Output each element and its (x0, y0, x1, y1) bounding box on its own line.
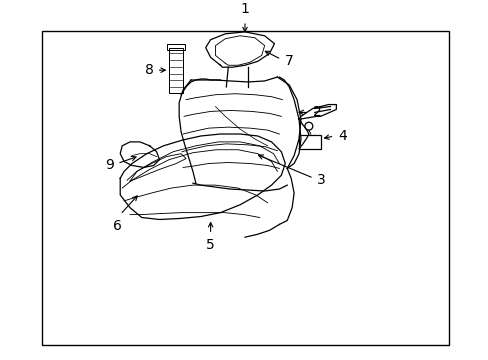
Text: 6: 6 (113, 219, 122, 233)
Text: 2: 2 (312, 105, 321, 120)
Text: 7: 7 (285, 54, 293, 68)
Text: 3: 3 (316, 173, 325, 187)
Text: 4: 4 (338, 129, 346, 143)
Text: 8: 8 (144, 63, 153, 77)
Bar (167, 44, 184, 50)
Bar (169, 48, 183, 93)
Text: 1: 1 (240, 2, 249, 16)
Bar (299, 135, 320, 149)
Text: 5: 5 (206, 238, 215, 252)
Bar (41, 31, 448, 345)
Text: 9: 9 (105, 158, 114, 172)
